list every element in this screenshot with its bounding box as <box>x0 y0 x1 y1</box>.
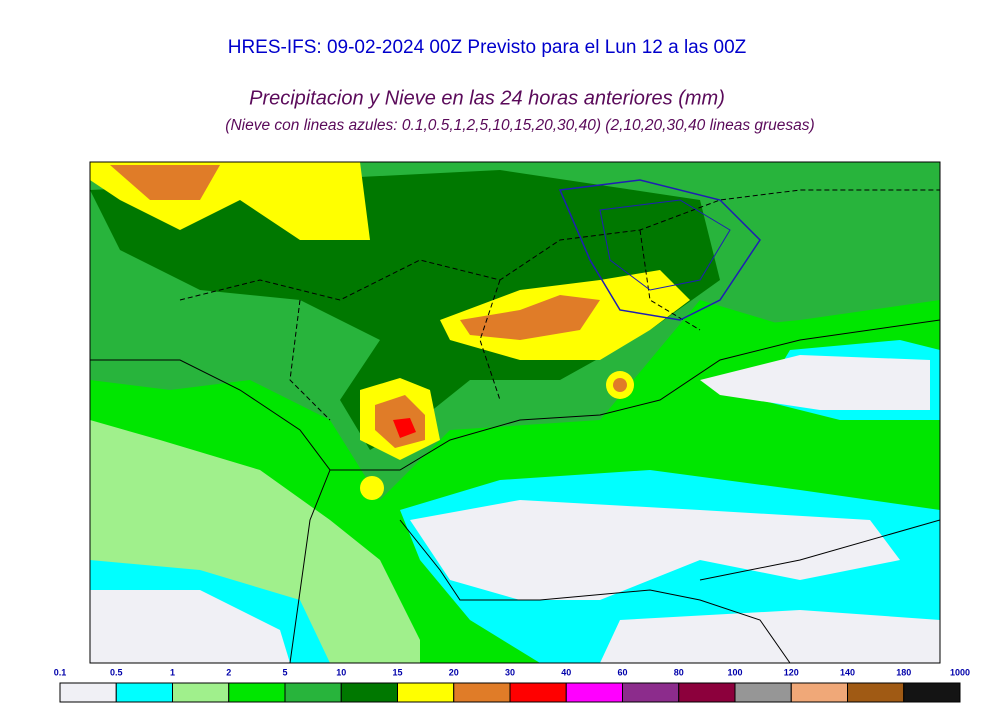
note: (Nieve con lineas azules: 0.1,0.5,1,2,5,… <box>225 117 814 134</box>
title: HRES-IFS: 09-02-2024 00Z Previsto para e… <box>228 37 747 58</box>
colorbar-tick-label: 40 <box>561 667 571 677</box>
colorbar-box <box>622 682 680 703</box>
colorbar-box <box>59 682 117 703</box>
colorbar-tick-label: 180 <box>896 667 911 677</box>
colorbar-box <box>790 682 848 703</box>
colorbar-tick-label: 15 <box>392 667 402 677</box>
colorbar-tick-label: 0.1 <box>54 667 67 677</box>
colorbar-box <box>228 682 286 703</box>
colorbar-tick-label: 140 <box>840 667 855 677</box>
colorbar-tick-label: 120 <box>784 667 799 677</box>
colorbar-box <box>453 682 511 703</box>
colorbar-box <box>397 682 455 703</box>
colorbar-box <box>678 682 736 703</box>
subtitle: Precipitacion y Nieve en las 24 horas an… <box>249 87 725 109</box>
colorbar-tick-label: 100 <box>727 667 742 677</box>
colorbar-tick-label: 10 <box>336 667 346 677</box>
map <box>89 161 941 664</box>
colorbar-tick-label: 1000 <box>950 667 970 677</box>
colorbar-tick-label: 30 <box>505 667 515 677</box>
colorbar-tick-label: 1 <box>170 667 175 677</box>
colorbar-box <box>565 682 623 703</box>
colorbar-tick-label: 80 <box>674 667 684 677</box>
colorbar-tick-label: 0.5 <box>110 667 123 677</box>
colorbar-box <box>284 682 342 703</box>
colorbar-box <box>847 682 905 703</box>
colorbar-box <box>903 682 961 703</box>
colorbar-box <box>509 682 567 703</box>
colorbar-box <box>734 682 792 703</box>
colorbar-tick-label: 60 <box>617 667 627 677</box>
colorbar-tick-label: 2 <box>226 667 231 677</box>
colorbar-box <box>115 682 173 703</box>
colorbar-box <box>340 682 398 703</box>
colorbar-tick-label: 5 <box>282 667 287 677</box>
colorbar-box <box>172 682 230 703</box>
colorbar-tick-label: 20 <box>449 667 459 677</box>
colorbar: 0.1 0.5 1 2 5 10 15 20 30 40 60 80 100 120 140 180 1000 <box>54 667 970 703</box>
